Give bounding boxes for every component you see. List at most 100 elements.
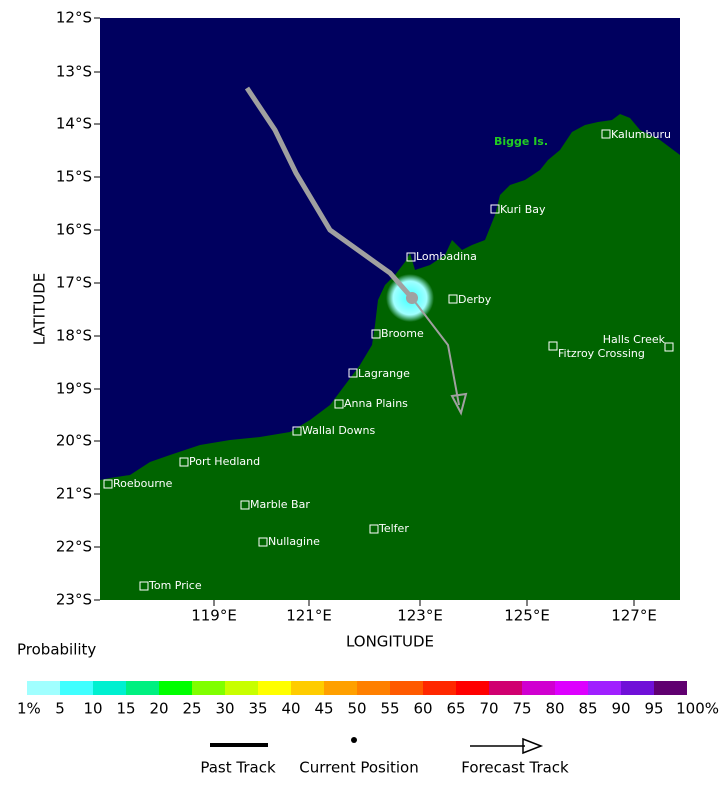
town-marker xyxy=(179,457,189,467)
town-marker xyxy=(240,500,250,510)
town-label: Marble Bar xyxy=(250,498,310,511)
forecast-track xyxy=(411,297,460,406)
legend-label: 20 xyxy=(149,700,168,718)
legend-label: 35 xyxy=(248,700,267,718)
color-swatch xyxy=(588,681,621,695)
color-swatch xyxy=(324,681,357,695)
town-label: Port Hedland xyxy=(189,455,260,468)
lon-tick-label: 123°E xyxy=(397,607,443,625)
lon-tick-label: 119°E xyxy=(191,607,237,625)
legend-label: 30 xyxy=(215,700,234,718)
town-marker xyxy=(369,524,379,534)
town-label: Wallal Downs xyxy=(302,424,375,437)
town-marker xyxy=(664,342,674,352)
lat-tick-label: 12°S xyxy=(56,9,92,27)
town-marker xyxy=(258,537,268,547)
town-marker xyxy=(334,399,344,409)
lat-tick-label: 13°S xyxy=(56,63,92,81)
track-legend-label: Past Track xyxy=(200,759,276,777)
town-label: Anna Plains xyxy=(344,397,408,410)
color-swatch xyxy=(654,681,687,695)
legend-label: 50 xyxy=(347,700,366,718)
legend-label: 75 xyxy=(512,700,531,718)
lat-tick-label: 21°S xyxy=(56,485,92,503)
legend-label: 95 xyxy=(644,700,663,718)
track-legend-label: Forecast Track xyxy=(461,759,569,777)
color-swatch xyxy=(225,681,258,695)
legend-label: 5 xyxy=(55,700,65,718)
town-marker xyxy=(371,329,381,339)
legend-label: 10 xyxy=(83,700,102,718)
color-swatch xyxy=(126,681,159,695)
lat-tick-label: 14°S xyxy=(56,115,92,133)
legend-label: 70 xyxy=(479,700,498,718)
color-swatch xyxy=(93,681,126,695)
lat-tick-label: 16°S xyxy=(56,221,92,239)
lat-tick-label: 20°S xyxy=(56,432,92,450)
color-swatch xyxy=(456,681,489,695)
town-marker xyxy=(406,252,416,262)
color-swatch xyxy=(522,681,555,695)
forecast-arrow xyxy=(450,392,468,416)
town-label: Telfer xyxy=(378,522,409,535)
color-swatch xyxy=(555,681,588,695)
lat-tick-label: 17°S xyxy=(56,274,92,292)
color-swatch xyxy=(390,681,423,695)
town-label: Broome xyxy=(381,327,424,340)
color-swatch xyxy=(621,681,654,695)
town-marker xyxy=(548,341,558,351)
land xyxy=(100,114,680,600)
current-position-key xyxy=(351,737,357,743)
lat-tick-label: 19°S xyxy=(56,380,92,398)
color-swatch xyxy=(159,681,192,695)
y-axis-label: LATITUDE xyxy=(31,273,49,346)
town-marker xyxy=(448,294,458,304)
lon-tick-label: 121°E xyxy=(286,607,332,625)
color-swatch xyxy=(258,681,291,695)
town-label: Lombadina xyxy=(416,250,477,263)
x-axis-label: LONGITUDE xyxy=(346,633,434,651)
color-swatch xyxy=(192,681,225,695)
town-label: Roebourne xyxy=(113,477,173,490)
lat-tick-label: 23°S xyxy=(56,591,92,609)
legend-label: 85 xyxy=(578,700,597,718)
lon-tick-label: 125°E xyxy=(504,607,550,625)
town-label: Derby xyxy=(458,293,492,306)
legend-label: 90 xyxy=(611,700,630,718)
legend-label: 80 xyxy=(545,700,564,718)
lat-tick-label: 18°S xyxy=(56,327,92,345)
town-label: Kuri Bay xyxy=(500,203,546,216)
island-label: Bigge Is. xyxy=(494,135,548,148)
legend-label: 65 xyxy=(446,700,465,718)
town-label: Halls Creek xyxy=(603,333,666,346)
color-swatch xyxy=(27,681,60,695)
legend-label: 15 xyxy=(116,700,135,718)
color-swatch xyxy=(357,681,390,695)
town-label: Tom Price xyxy=(148,579,202,592)
legend-label: 25 xyxy=(182,700,201,718)
legend-title: Probability xyxy=(17,641,96,659)
town-label: Nullagine xyxy=(268,535,320,548)
lat-tick-label: 15°S xyxy=(56,168,92,186)
color-swatch xyxy=(60,681,93,695)
lat-tick-label: 22°S xyxy=(56,538,92,556)
legend-label: 40 xyxy=(281,700,300,718)
town-marker xyxy=(348,368,358,378)
legend-label: 60 xyxy=(413,700,432,718)
current-position xyxy=(406,292,418,304)
color-swatch xyxy=(489,681,522,695)
color-swatch xyxy=(291,681,324,695)
legend-label: 45 xyxy=(314,700,333,718)
town-label: Kalumburu xyxy=(611,128,671,141)
town-label: Fitzroy Crossing xyxy=(558,347,645,360)
color-swatch xyxy=(423,681,456,695)
town-marker xyxy=(292,426,302,436)
town-marker xyxy=(601,129,611,139)
past-track xyxy=(244,86,414,300)
legend-label: 55 xyxy=(380,700,399,718)
forecast-arrow-key xyxy=(522,737,544,755)
town-label: Lagrange xyxy=(358,367,410,380)
town-marker xyxy=(103,479,113,489)
town-marker xyxy=(490,204,500,214)
legend-label: 100% xyxy=(676,700,719,718)
